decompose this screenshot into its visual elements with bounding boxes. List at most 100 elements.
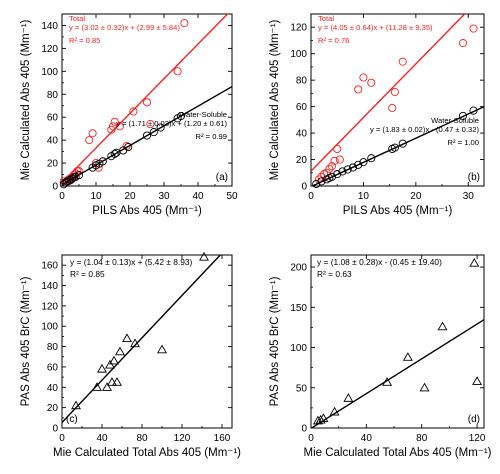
plot-frame <box>61 254 233 429</box>
y-tick-label: 150 <box>290 303 307 314</box>
y-tick-label: 0 <box>301 182 307 193</box>
data-point-total <box>388 103 397 112</box>
y-axis-label: Mie Calculated Abs 405 (Mm⁻¹) <box>20 19 32 180</box>
data-point-water-soluble <box>142 131 152 140</box>
y-tick-label: 160 <box>41 261 58 272</box>
x-tick-label: 160 <box>214 433 231 444</box>
data-point-water-soluble <box>458 111 468 120</box>
x-tick-label: 10 <box>358 191 370 202</box>
data-point-triangle <box>102 382 112 391</box>
x-tick-label: 0 <box>308 191 314 202</box>
y-tick-label: 50 <box>296 383 308 394</box>
x-tick-label: 30 <box>463 191 475 202</box>
r-squared-total: R² = 0.76 <box>318 36 349 45</box>
fit-line-series <box>62 255 222 423</box>
data-point-water-soluble <box>156 123 165 132</box>
y-tick-label: 40 <box>47 383 59 394</box>
y-tick-label: 140 <box>41 21 58 32</box>
r-squared-water-soluble: R² = 1.00 <box>448 138 479 147</box>
data-point-water-soluble <box>348 163 357 172</box>
data-point-total <box>317 172 326 181</box>
x-tick-label: 0 <box>59 433 65 444</box>
data-point-triangle <box>115 346 125 356</box>
data-point-total <box>115 122 124 131</box>
fit-line-series <box>311 319 484 428</box>
data-point-water-soluble <box>338 167 347 176</box>
data-point-total <box>325 164 334 173</box>
fit-equation-water-soluble: y = (1.71 ± 0.03)x + (1.20 ± 0.61) <box>116 119 227 128</box>
fit-line-total <box>62 14 229 184</box>
x-tick-label: 10 <box>90 191 102 202</box>
x-axis-label: PILS Abs 405 (Mm⁻¹) <box>343 205 453 217</box>
r-squared-label: R² = 0.63 <box>317 269 352 279</box>
fit-line-water-soluble <box>311 106 484 186</box>
y-tick-label: 200 <box>290 263 307 274</box>
data-point-total <box>110 117 119 126</box>
data-point-total <box>146 120 155 129</box>
y-tick-label: 20 <box>47 159 59 170</box>
data-point-total <box>142 98 152 107</box>
data-point-water-soluble <box>124 142 133 152</box>
y-tick-label: 40 <box>296 129 308 140</box>
y-tick-label: 20 <box>47 403 59 414</box>
y-axis-label: PAS Abs 405 BrC (Mm⁻¹) <box>20 276 32 406</box>
data-point-triangle <box>318 413 329 422</box>
x-tick-label: 40 <box>192 191 204 202</box>
data-point-water-soluble <box>317 177 326 186</box>
x-tick-label: 40 <box>361 433 373 444</box>
data-point-triangle <box>97 363 107 373</box>
y-tick-label: 40 <box>47 136 59 147</box>
x-axis-label: Mie Calculated Total Abs 405 (Mm⁻¹) <box>53 447 241 459</box>
data-point-total <box>359 73 368 82</box>
r-squared-total: R² = 0.85 <box>69 36 100 45</box>
data-point-triangle <box>402 352 413 361</box>
data-point-water-soluble <box>469 106 478 115</box>
fit-equation: y = (1.04 ± 0.13)x + (5.42 ± 8.93) <box>70 257 193 267</box>
plot-frame <box>310 254 485 429</box>
y-tick-label: 80 <box>47 90 59 101</box>
chart-panel-c: 0 40 80 120 160 0 20 40 60 80 100 120 140 160 Mie Calc… <box>20 251 241 459</box>
data-point-triangle <box>329 406 340 416</box>
data-point-total <box>335 155 344 164</box>
x-tick-label: 30 <box>158 191 170 202</box>
fit-equation-water-soluble: y = (1.83 ± 0.02)x - (0.47 ± 0.32) <box>370 125 479 134</box>
data-point-water-soluble <box>343 165 352 174</box>
y-tick-label: 100 <box>290 343 307 354</box>
y-tick-label: 20 <box>296 155 308 166</box>
data-point-triangle <box>122 333 132 343</box>
data-point-water-soluble <box>110 149 119 158</box>
data-point-water-soluble <box>327 172 337 181</box>
data-point-triangle <box>71 400 81 410</box>
data-point-triangle <box>199 251 209 261</box>
y-tick-label: 60 <box>296 102 308 113</box>
series-label-total: Total <box>69 14 85 23</box>
x-axis-label: PILS Abs 405 (Mm⁻¹) <box>92 205 202 217</box>
x-tick-label: 40 <box>96 433 108 444</box>
chart-panel-d: 0 40 80 120 0 50 100 150 200 Mie Calculated Total… <box>269 254 492 459</box>
panel-label: (a) <box>216 172 228 183</box>
data-point-triangle <box>107 377 117 386</box>
y-tick-label: 0 <box>301 424 307 435</box>
data-point-triangle <box>112 377 122 386</box>
data-point-triangle <box>382 377 393 386</box>
series-label-total: Total <box>318 14 334 23</box>
plot-frame <box>310 13 485 187</box>
data-point-total <box>333 144 342 154</box>
data-point-total <box>458 39 468 48</box>
data-point-triangle <box>437 321 448 331</box>
series-label-water-soluble: Water-Soluble <box>179 110 227 119</box>
y-tick-label: 60 <box>47 113 59 124</box>
data-point-water-soluble <box>359 158 368 167</box>
data-point-triangle <box>109 355 119 365</box>
data-point-triangle <box>469 257 480 267</box>
y-tick-label: 100 <box>290 49 307 60</box>
y-tick-label: 60 <box>47 362 59 373</box>
data-point-water-soluble <box>354 160 363 169</box>
x-tick-label: 80 <box>136 433 148 444</box>
data-point-total <box>354 85 363 94</box>
data-point-total <box>469 24 478 33</box>
r-squared-water-soluble: R² = 0.99 <box>196 132 227 141</box>
y-axis-label: PAS Abs 405 BrC (Mm⁻¹) <box>269 276 281 406</box>
data-point-total <box>367 78 376 87</box>
